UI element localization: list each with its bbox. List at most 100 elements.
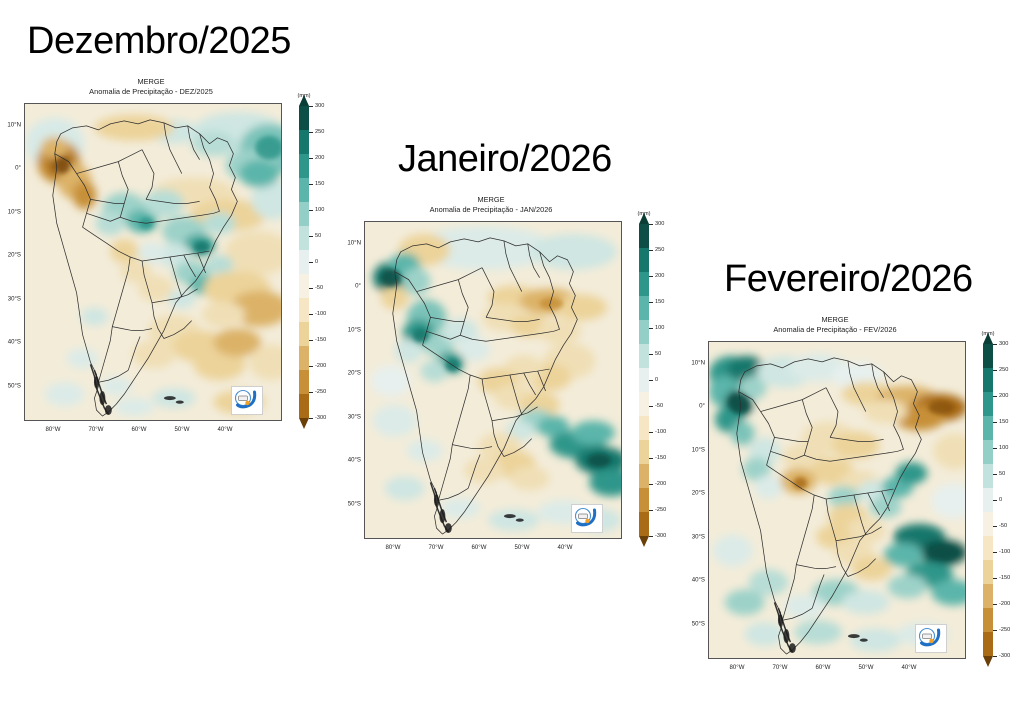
lat-label: 30°S: [7, 295, 21, 303]
colorbar-tick-label: -100: [999, 549, 1011, 556]
colorbar-tick-label: -300: [655, 533, 667, 539]
colorbar-tick-label: 0: [315, 259, 319, 265]
colorbar-cap-bottom: [299, 418, 309, 429]
colorbar-gradient: 300 250 200 150 100 50 0 -50 -100 -150 -…: [639, 213, 666, 547]
figure-fevereiro: MERGE Anomalia de Precipitação - FEV/202…: [684, 312, 1014, 708]
lat-label: 50°S: [7, 382, 21, 390]
lat-label: 10°S: [691, 446, 705, 454]
colorbar-tick-label: -200: [315, 362, 327, 369]
colorbar-tick-label: 150: [655, 299, 665, 305]
lon-label: 80°W: [385, 544, 401, 551]
panel-heading-fevereiro: Fevereiro/2026: [724, 258, 973, 300]
colorbar-tick-label: 250: [315, 128, 325, 135]
lat-label: 40°S: [347, 456, 361, 464]
map-fevereiro[interactable]: [708, 341, 966, 659]
colorbar-tick-label: 200: [999, 393, 1009, 400]
lon-label: 50°W: [514, 544, 530, 551]
colorbar-tick-label: 150: [999, 419, 1009, 425]
lat-label: 0°: [355, 282, 361, 290]
lon-label: 40°W: [217, 426, 233, 433]
lon-label: 70°W: [88, 426, 104, 433]
colorbar-cap-bottom: [639, 536, 649, 547]
colorbar-tick-label: 200: [315, 155, 325, 162]
lat-label: 40°S: [691, 576, 705, 584]
lat-label: 10°S: [7, 208, 21, 216]
colorbar-fevereiro: (mm): [980, 331, 1024, 667]
figure-caption-line2: Anomalia de Precipitação - DEZ/2025: [89, 86, 213, 96]
colorbar-gradient: 300 250 200 150 100 50 0 -50 -100 -150 -…: [299, 95, 326, 429]
figure-caption-janeiro: MERGE Anomalia de Precipitação - JAN/202…: [360, 195, 622, 214]
colorbar-tick-label: -200: [999, 600, 1011, 607]
colorbar-tick-label: 50: [315, 233, 322, 240]
lon-label: 80°W: [45, 426, 61, 433]
colorbar-tick-label: 200: [655, 273, 665, 280]
colorbar-tick-label: -50: [655, 402, 664, 409]
colorbar-tick-label: -250: [315, 389, 327, 396]
figure-janeiro: MERGE Anomalia de Precipitação - JAN/202…: [340, 192, 670, 588]
panel-janeiro: Janeiro/2026 MERGE Anomalia de Precipita…: [340, 118, 680, 588]
map-janeiro[interactable]: [364, 221, 622, 539]
colorbar-tick-label: -150: [315, 337, 327, 343]
lat-label: 10°N: [347, 239, 361, 247]
lat-label: 30°S: [691, 533, 705, 541]
lat-label: 20°S: [691, 489, 705, 497]
colorbar-tick-label: 300: [315, 103, 325, 109]
lat-label: 50°S: [347, 500, 361, 508]
figure-dezembro: MERGE Anomalia de Precipitação - DEZ/202…: [0, 74, 330, 470]
colorbar-tick-label: 0: [655, 377, 659, 383]
inmet-logo: [915, 624, 947, 653]
figure-caption-line2: Anomalia de Precipitação - FEV/2026: [773, 324, 897, 334]
colorbar-tick-label: -300: [999, 653, 1011, 659]
colorbar-dezembro: (mm): [296, 93, 340, 429]
lat-label: 20°S: [347, 369, 361, 377]
inmet-logo: [231, 386, 263, 415]
colorbar-gradient: 300 250 200 150 100 50 0 -50 -100 -150 -…: [983, 333, 1010, 667]
colorbar-janeiro: (mm): [636, 211, 680, 547]
colorbar-tick-label: 50: [999, 471, 1006, 478]
lat-label: 40°S: [7, 338, 21, 346]
colorbar-bands: [639, 224, 649, 536]
figure-caption-line1: MERGE: [477, 195, 505, 204]
colorbar-tick-label: 100: [999, 444, 1009, 451]
colorbar-tick-label: 50: [655, 351, 662, 358]
lat-label: 10°S: [347, 326, 361, 334]
lon-label: 40°W: [557, 544, 573, 551]
colorbar-bands: [299, 106, 309, 418]
colorbar-tick-label: -150: [655, 455, 667, 461]
lon-label: 70°W: [428, 544, 444, 551]
colorbar-tick-label: -200: [655, 480, 667, 487]
figure-caption-line1: MERGE: [137, 77, 165, 86]
lon-label: 60°W: [131, 426, 147, 433]
colorbar-tick-label: 250: [999, 366, 1009, 373]
lon-label: 70°W: [772, 664, 788, 671]
colorbar-cap-top: [639, 213, 649, 224]
colorbar-cap-bottom: [983, 656, 993, 667]
colorbar-bands: [983, 344, 993, 656]
colorbar-tick-label: -150: [999, 575, 1011, 581]
colorbar-tick-label: 300: [999, 341, 1009, 347]
colorbar-tick-label: -250: [999, 627, 1011, 634]
panel-heading-dezembro: Dezembro/2025: [27, 20, 291, 62]
colorbar-tick-label: 0: [999, 497, 1003, 503]
figure-caption-fevereiro: MERGE Anomalia de Precipitação - FEV/202…: [704, 315, 966, 334]
colorbar-tick-label: 300: [655, 221, 665, 227]
colorbar-tick-label: -100: [655, 429, 667, 436]
panel-heading-janeiro: Janeiro/2026: [398, 138, 612, 180]
panel-dezembro: Dezembro/2025 MERGE Anomalia de Precipit…: [0, 0, 340, 470]
colorbar-tick-label: -50: [315, 284, 324, 291]
lon-label: 80°W: [729, 664, 745, 671]
figure-caption-line2: Anomalia de Precipitação - JAN/2026: [429, 204, 553, 214]
map-dezembro[interactable]: [24, 103, 282, 421]
colorbar-tick-label: 150: [315, 181, 325, 187]
lat-label: 20°S: [7, 251, 21, 259]
figure-caption-dezembro: MERGE Anomalia de Precipitação - DEZ/202…: [20, 77, 282, 96]
colorbar-cap-top: [983, 333, 993, 344]
lon-label: 50°W: [858, 664, 874, 671]
colorbar-tick-label: -100: [315, 311, 327, 318]
lat-label: 0°: [15, 164, 21, 172]
colorbar-tick-label: -50: [999, 522, 1008, 529]
colorbar-tick-label: 100: [315, 206, 325, 213]
lat-label: 0°: [699, 402, 705, 410]
colorbar-tick-label: -250: [655, 507, 667, 514]
lat-label: 50°S: [691, 620, 705, 628]
